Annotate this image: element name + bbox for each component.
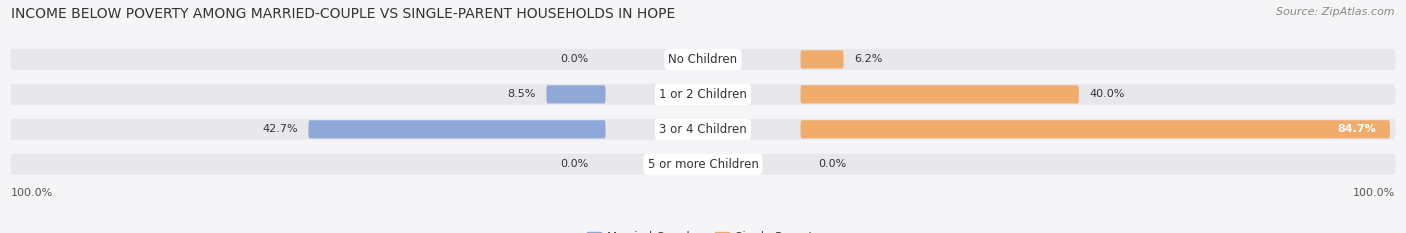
Text: 84.7%: 84.7% xyxy=(1337,124,1376,134)
Text: 0.0%: 0.0% xyxy=(560,55,588,64)
FancyBboxPatch shape xyxy=(10,84,1396,105)
FancyBboxPatch shape xyxy=(800,120,1391,138)
Text: No Children: No Children xyxy=(668,53,738,66)
Text: 1 or 2 Children: 1 or 2 Children xyxy=(659,88,747,101)
FancyBboxPatch shape xyxy=(10,154,1396,175)
Legend: Married Couples, Single Parents: Married Couples, Single Parents xyxy=(582,226,824,233)
Text: 100.0%: 100.0% xyxy=(10,188,53,198)
FancyBboxPatch shape xyxy=(308,120,606,138)
Text: 100.0%: 100.0% xyxy=(1353,188,1396,198)
Text: 3 or 4 Children: 3 or 4 Children xyxy=(659,123,747,136)
Text: 0.0%: 0.0% xyxy=(560,159,588,169)
FancyBboxPatch shape xyxy=(547,85,606,103)
Text: 40.0%: 40.0% xyxy=(1090,89,1125,99)
FancyBboxPatch shape xyxy=(10,119,1396,140)
FancyBboxPatch shape xyxy=(800,50,844,69)
Text: 0.0%: 0.0% xyxy=(818,159,846,169)
Text: Source: ZipAtlas.com: Source: ZipAtlas.com xyxy=(1277,7,1395,17)
FancyBboxPatch shape xyxy=(10,49,1396,70)
Text: 6.2%: 6.2% xyxy=(853,55,883,64)
Text: 8.5%: 8.5% xyxy=(508,89,536,99)
Text: 5 or more Children: 5 or more Children xyxy=(648,158,758,171)
Text: 42.7%: 42.7% xyxy=(263,124,298,134)
FancyBboxPatch shape xyxy=(800,85,1078,103)
Text: INCOME BELOW POVERTY AMONG MARRIED-COUPLE VS SINGLE-PARENT HOUSEHOLDS IN HOPE: INCOME BELOW POVERTY AMONG MARRIED-COUPL… xyxy=(11,7,675,21)
